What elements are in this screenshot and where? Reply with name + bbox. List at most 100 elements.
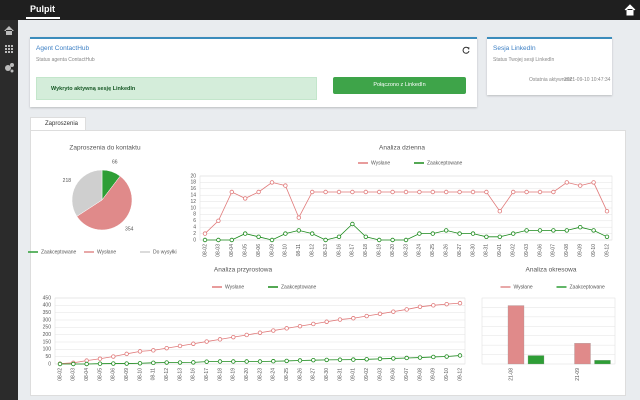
card-subtitle: Status Twojej sesji LinkedIn [493,57,555,63]
point [537,228,543,233]
point [283,183,288,188]
point [204,339,209,344]
x-tick-label: 09-10 [591,244,597,257]
x-tick-label: 08-25 [430,244,436,257]
point [444,301,449,307]
point [71,361,76,367]
point [137,349,143,354]
x-tick-label: 21-08 [509,368,515,381]
point [229,237,234,243]
point [191,360,196,365]
point [231,334,236,340]
chart-title: Analiza przyrostowa [214,267,273,274]
x-tick-label: 08-02 [57,368,63,381]
plot-frame [54,297,466,365]
y-tick-label: 450 [43,295,52,301]
point [391,309,396,314]
chart-title: Zaproszenia do kontaktu [69,145,141,152]
point [591,180,596,185]
agent-card: Agent ContactHub Status agenta ContactHu… [30,37,477,107]
x-tick-label: 08-09 [124,368,130,381]
point [151,360,156,366]
point [403,189,409,195]
point [457,300,463,306]
point [377,356,383,362]
point [377,189,382,195]
y-tick-label: 8 [193,212,196,218]
tab[interactable]: Zaproszenia [30,117,86,131]
point [444,354,449,359]
point [457,231,462,236]
home-icon[interactable] [624,4,636,16]
x-tick-label: 09-07 [404,368,410,381]
card-subtitle: Status agenta ContactHub [36,57,95,63]
x-tick-label: 08-05 [97,368,103,381]
point [537,189,543,195]
x-tick-label: 09-08 [564,244,570,257]
point [324,357,329,363]
bar [574,343,591,365]
point [242,196,248,201]
point [310,231,315,236]
point [391,356,396,361]
point [124,351,129,357]
y-tick-label: 200 [43,332,52,338]
point [57,361,63,367]
x-tick-label: 08-30 [324,368,330,381]
x-tick-label: 08-31 [484,244,490,257]
x-tick-label: 08-27 [457,244,463,257]
point [217,359,223,364]
x-tick-label: 08-18 [363,244,369,257]
point [323,237,328,243]
point [377,311,383,317]
refresh-icon[interactable] [462,46,470,54]
point [484,234,489,239]
point [111,361,116,366]
x-tick-label: 08-13 [177,368,183,381]
x-tick-label: 08-27 [311,368,317,381]
x-tick-label: 08-12 [310,244,316,257]
point [363,189,368,195]
x-tick-label: 09-09 [578,244,584,257]
point [164,360,169,365]
point [111,354,116,359]
x-tick-label: 08-11 [151,368,157,381]
y-tick-label: 350 [43,310,52,316]
point [551,189,556,195]
point [457,353,463,358]
linkedin-button[interactable]: Połączono z LinkedIn [333,77,466,94]
point [284,358,289,364]
x-tick-label: 09-06 [391,368,397,381]
point [564,228,569,233]
point [311,321,316,327]
slice-label: 218 [63,178,72,184]
point [244,332,249,338]
y-tick-label: 250 [43,325,52,331]
point [470,231,476,236]
point [511,189,516,195]
point [257,359,263,364]
point [336,234,342,239]
activity-label: Ostatnia aktywność: [529,77,574,83]
point [257,330,263,335]
session-card: Sesja LinkedIn Status Twojej sesji Linke… [487,37,612,95]
x-tick-label: 08-23 [403,244,409,257]
point [430,231,435,236]
point [217,337,223,342]
point [578,183,583,188]
x-tick-label: 08-26 [297,368,303,381]
point [604,208,610,214]
card-title: Agent ContactHub [36,45,90,52]
sidebar-icons[interactable] [0,20,18,100]
pie-slice [76,175,133,231]
y-tick-label: 12 [190,199,196,205]
x-tick-label: 09-10 [444,368,450,381]
x-tick-label: 08-24 [417,244,423,257]
line [205,223,608,241]
x-tick-label: 08-03 [216,244,222,257]
point [417,355,423,360]
point [216,218,221,223]
x-tick-label: 08-11 [296,244,302,257]
point [177,360,183,365]
